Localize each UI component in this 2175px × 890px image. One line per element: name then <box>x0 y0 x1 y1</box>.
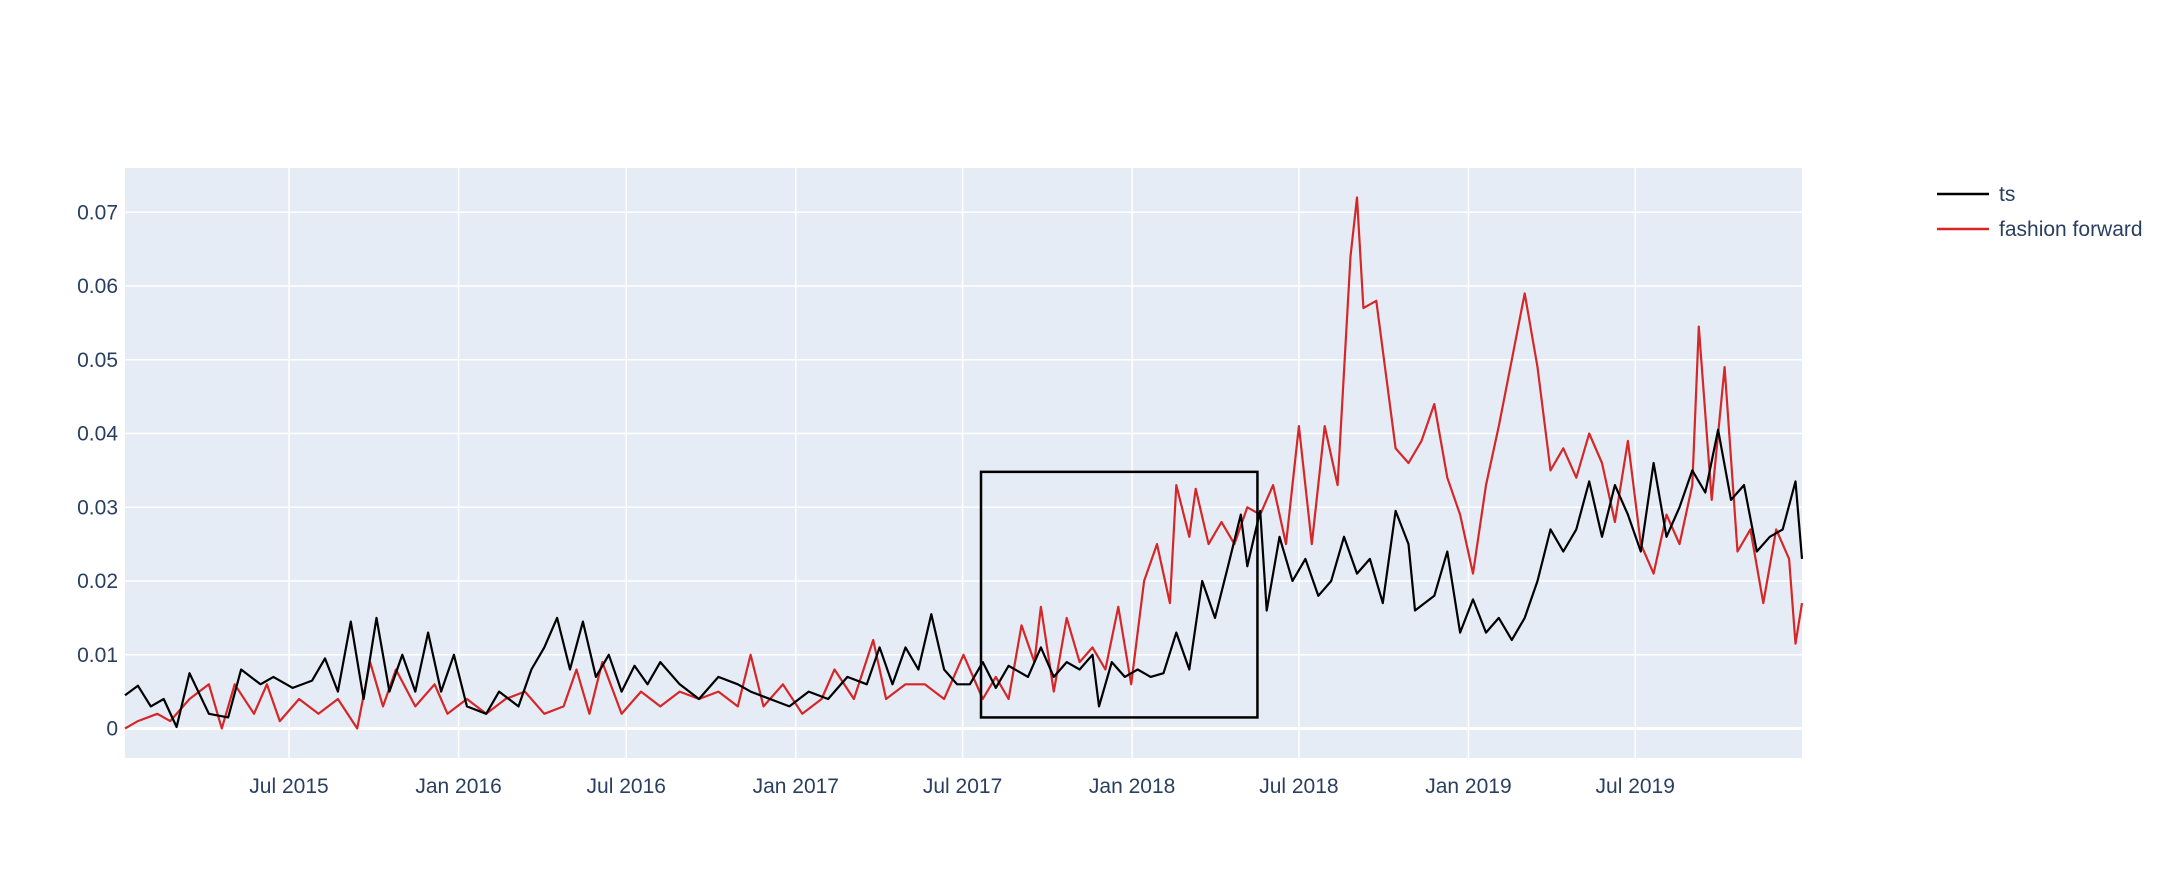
x-tick-label: Jan 2017 <box>753 775 839 798</box>
series-line-fashion-forward <box>124 196 1804 730</box>
y-tick-label: 0.07 <box>77 201 118 224</box>
legend-label: fashion forward <box>1999 218 2143 241</box>
x-tick-label: Jul 2016 <box>587 775 666 798</box>
x-tick-label: Jul 2017 <box>923 775 1002 798</box>
y-tick-label: 0.05 <box>77 349 118 372</box>
y-tick-label: 0 <box>106 718 118 741</box>
y-tick-label: 0.01 <box>77 644 118 667</box>
y-tick-label: 0.04 <box>77 423 118 446</box>
series-line-ts <box>124 428 1804 729</box>
x-tick-label: Jul 2019 <box>1596 775 1675 798</box>
highlight-rectangle <box>979 470 1259 719</box>
legend-item[interactable]: fashion forward <box>1937 218 2143 241</box>
axis-tick-labels: 0 0.01 0.02 0.03 0.04 0.05 0.06 0.07 Jul 2015 Jan… <box>77 201 1675 798</box>
y-tick-label: 0.02 <box>77 570 118 593</box>
x-tick-label: Jul 2018 <box>1259 775 1338 798</box>
legend-item[interactable]: ts <box>1937 183 2015 206</box>
series-lines <box>124 196 1804 730</box>
x-tick-label: Jan 2018 <box>1089 775 1175 798</box>
annotations <box>979 470 1259 719</box>
x-tick-label: Jan 2016 <box>415 775 501 798</box>
x-tick-label: Jul 2015 <box>249 775 328 798</box>
x-tick-label: Jan 2019 <box>1425 775 1511 798</box>
legend[interactable]: ts fashion forward <box>1937 183 2143 241</box>
y-tick-label: 0.03 <box>77 496 118 519</box>
y-tick-label: 0.06 <box>77 275 118 298</box>
legend-label: ts <box>1999 183 2015 206</box>
